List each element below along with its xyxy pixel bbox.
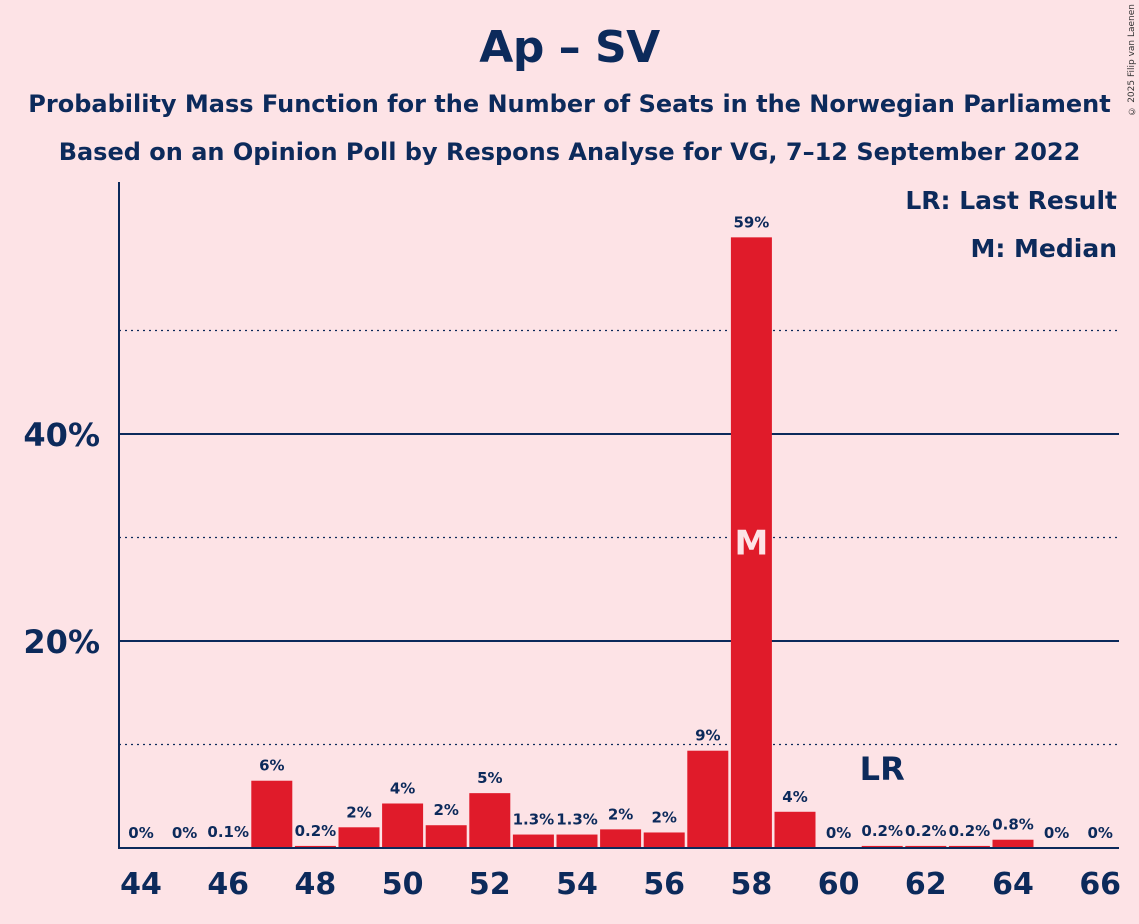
bar-50 bbox=[382, 803, 424, 848]
bar-label-58: 59% bbox=[733, 213, 769, 231]
bar-label-61: 0.2% bbox=[861, 822, 903, 840]
bar-label-49: 2% bbox=[346, 803, 371, 821]
x-tick-54: 54 bbox=[556, 867, 598, 902]
axes bbox=[118, 182, 1119, 849]
bar-51 bbox=[425, 825, 467, 848]
x-tick-56: 56 bbox=[643, 867, 685, 902]
bar-63 bbox=[948, 845, 990, 848]
bar-64 bbox=[992, 839, 1034, 848]
bar-label-47: 6% bbox=[259, 757, 284, 775]
bar-53 bbox=[512, 834, 554, 848]
bar-52 bbox=[469, 793, 511, 848]
x-tick-52: 52 bbox=[469, 867, 511, 902]
bar-label-55: 2% bbox=[608, 805, 633, 823]
bar-62 bbox=[905, 845, 947, 848]
chart-subtitle-1: Probability Mass Function for the Number… bbox=[28, 90, 1111, 118]
bar-labels: 0% 0% 0.1% 6% 0.2% 2% 4% 2% 5% 1.3% 1.3% 2% 2% 9% 59% 4… bbox=[128, 213, 1113, 842]
bar-57 bbox=[687, 750, 729, 848]
bar-label-52: 5% bbox=[477, 769, 502, 787]
x-tick-50: 50 bbox=[382, 867, 424, 902]
bar-label-60: 0% bbox=[826, 824, 851, 842]
bar-label-63: 0.2% bbox=[949, 822, 991, 840]
last-result-mark: LR bbox=[860, 750, 905, 788]
x-tick-66: 66 bbox=[1079, 867, 1121, 902]
bar-label-44: 0% bbox=[128, 824, 153, 842]
legend-last-result: LR: Last Result bbox=[905, 186, 1117, 215]
bar-59 bbox=[774, 811, 816, 848]
bar-label-46: 0.1% bbox=[207, 823, 249, 841]
bar-47 bbox=[251, 780, 293, 848]
x-tick-48: 48 bbox=[295, 867, 337, 902]
bar-49 bbox=[338, 827, 380, 848]
x-tick-62: 62 bbox=[905, 867, 947, 902]
median-mark: M bbox=[734, 524, 768, 564]
bar-label-45: 0% bbox=[172, 824, 197, 842]
bar-label-57: 9% bbox=[695, 727, 720, 745]
bar-label-59: 4% bbox=[782, 788, 807, 806]
y-tick-40: 40% bbox=[23, 416, 100, 454]
bar-label-51: 2% bbox=[433, 801, 458, 819]
x-tick-64: 64 bbox=[992, 867, 1034, 902]
bar-label-48: 0.2% bbox=[295, 822, 337, 840]
bar-label-53: 1.3% bbox=[513, 811, 555, 829]
marks: M LR bbox=[734, 524, 904, 788]
bar-label-56: 2% bbox=[651, 808, 676, 826]
bar-label-50: 4% bbox=[390, 779, 415, 797]
bar-54 bbox=[556, 834, 598, 848]
bar-58 bbox=[730, 237, 772, 849]
bar-label-54: 1.3% bbox=[556, 811, 598, 829]
bar-61 bbox=[861, 845, 903, 848]
legend-median: M: Median bbox=[970, 234, 1117, 263]
bar-label-64: 0.8% bbox=[992, 816, 1034, 834]
bar-label-65: 0% bbox=[1044, 824, 1069, 842]
bar-56 bbox=[643, 832, 685, 848]
bar-48 bbox=[294, 845, 336, 848]
bars bbox=[207, 237, 1034, 849]
x-tick-46: 46 bbox=[207, 867, 249, 902]
grid-lines bbox=[119, 329, 1119, 746]
chart-title: Ap – SV bbox=[479, 22, 660, 73]
x-tick-44: 44 bbox=[120, 867, 162, 902]
bar-label-62: 0.2% bbox=[905, 822, 947, 840]
x-tick-58: 58 bbox=[731, 867, 773, 902]
x-tick-60: 60 bbox=[818, 867, 860, 902]
chart-subtitle-2: Based on an Opinion Poll by Respons Anal… bbox=[58, 138, 1081, 166]
bar-label-66: 0% bbox=[1087, 824, 1112, 842]
tick-labels: 44 46 48 50 52 54 56 58 60 62 64 66 20% 40% bbox=[23, 416, 1121, 902]
y-tick-20: 20% bbox=[23, 623, 100, 661]
bar-55 bbox=[600, 829, 642, 848]
